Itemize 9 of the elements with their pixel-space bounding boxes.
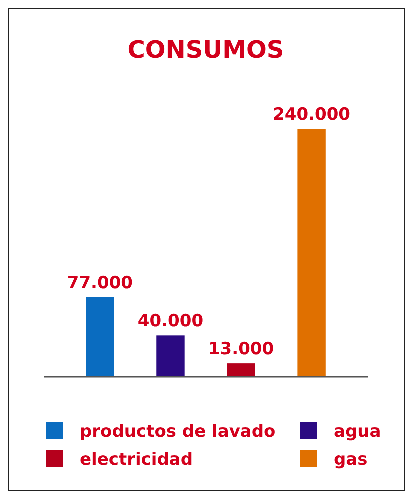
data-label: 240.000 <box>273 105 351 125</box>
data-label: 77.000 <box>67 273 134 294</box>
chart-title: CONSUMOS <box>128 36 284 64</box>
data-label: 13.000 <box>208 340 274 360</box>
legend-label: gas <box>334 450 368 470</box>
data-label: 40.000 <box>138 312 204 332</box>
legend-label: agua <box>334 422 382 442</box>
legend-label: productos de lavado <box>80 422 276 442</box>
legend-label: electricidad <box>80 450 194 470</box>
